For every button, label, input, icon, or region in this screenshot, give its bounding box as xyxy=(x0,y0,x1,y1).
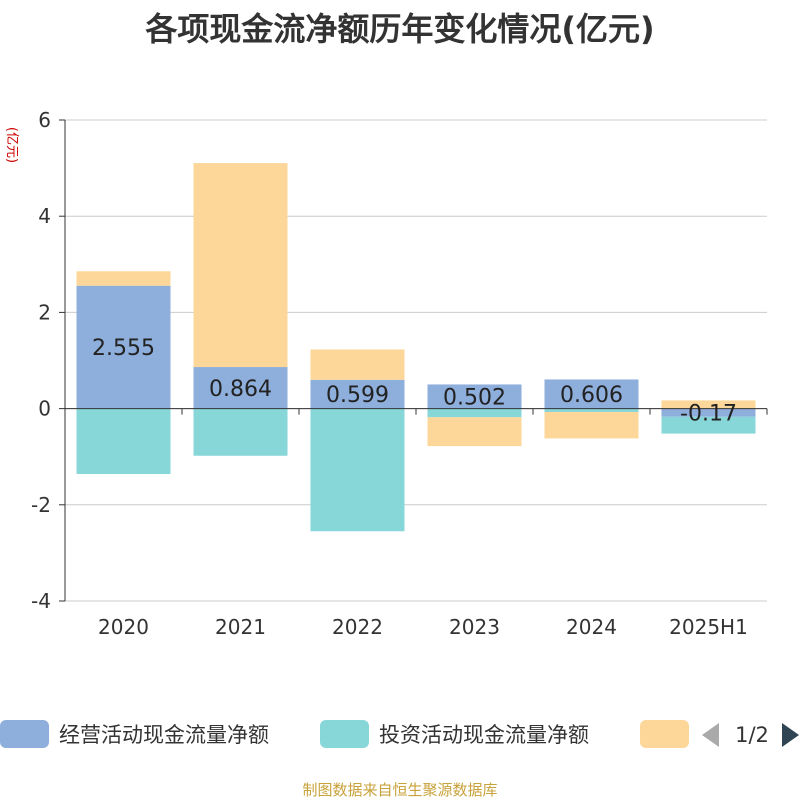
data-label: 0.599 xyxy=(326,383,389,408)
bar-series2-2023 xyxy=(427,408,522,418)
data-label: 0.502 xyxy=(443,386,506,411)
legend-swatch-series1[interactable] xyxy=(0,720,49,748)
data-label: 0.606 xyxy=(560,383,623,408)
bar-series3-2021 xyxy=(193,163,288,368)
x-tick-label: 2021 xyxy=(215,615,266,639)
x-tick-label: 2024 xyxy=(566,615,617,639)
data-label: 0.864 xyxy=(209,377,272,402)
legend-swatch-series3[interactable] xyxy=(640,720,689,748)
bar-series1-2021 xyxy=(193,367,288,409)
data-label: -0.17 xyxy=(680,402,737,427)
source-note: 制图数据来自恒生聚源数据库 xyxy=(302,781,498,799)
bar-series1-2023 xyxy=(427,384,522,409)
x-tick-label: 2020 xyxy=(98,615,149,639)
chevron-right-icon[interactable] xyxy=(782,723,799,747)
y-axis-unit-label: (亿元) xyxy=(4,127,19,163)
bar-series2-2022 xyxy=(310,408,405,532)
legend-next-button[interactable] xyxy=(782,723,799,747)
y-tick-label: 0 xyxy=(38,397,51,421)
legend-page-indicator: 1/2 xyxy=(735,723,769,747)
y-tick-label: -4 xyxy=(31,589,51,613)
bar-series2-2020 xyxy=(76,408,171,475)
bar-series2-2021 xyxy=(193,408,288,456)
legend-prev-button[interactable] xyxy=(702,723,719,747)
axes: -4 -2 0 2 4 6 2020 2021 2022 2023 2024 2025H1 xyxy=(31,108,768,639)
chevron-left-icon[interactable] xyxy=(702,723,719,747)
bar-series3-2023 xyxy=(427,417,522,447)
y-tick-label: 2 xyxy=(38,300,51,324)
bars xyxy=(76,163,756,532)
y-tick-label: 4 xyxy=(38,204,51,228)
chart-title: 各项现金流净额历年变化情况(亿元) xyxy=(145,10,655,48)
data-labels: 2.555 0.864 0.599 0.502 0.606 -0.17 xyxy=(92,336,737,427)
bar-series2-2025H1 xyxy=(661,416,756,434)
legend-label-series2[interactable]: 投资活动现金流量净额 xyxy=(379,723,589,747)
bar-series3-2020 xyxy=(76,271,171,286)
legend: 经营活动现金流量净额 投资活动现金流量净额 xyxy=(0,720,689,748)
x-tick-label: 2022 xyxy=(332,615,383,639)
bar-series3-2022 xyxy=(310,349,405,380)
bar-series1-2025H1 xyxy=(661,408,756,417)
bar-series1-2024 xyxy=(544,379,639,409)
data-label: 2.555 xyxy=(92,336,155,361)
legend-swatch-series2[interactable] xyxy=(320,720,369,748)
bar-series3-2024 xyxy=(544,411,639,439)
legend-label-series1[interactable]: 经营活动现金流量净额 xyxy=(59,723,269,747)
y-tick-label: 6 xyxy=(38,108,51,132)
bar-series3-2025H1 xyxy=(661,400,756,409)
bar-series2-2024 xyxy=(544,408,639,412)
x-tick-label: 2025H1 xyxy=(669,615,748,639)
x-tick-label: 2023 xyxy=(449,615,500,639)
y-tick-label: -2 xyxy=(31,493,51,517)
bar-series1-2022 xyxy=(310,379,405,409)
bar-series1-2020 xyxy=(76,285,171,409)
